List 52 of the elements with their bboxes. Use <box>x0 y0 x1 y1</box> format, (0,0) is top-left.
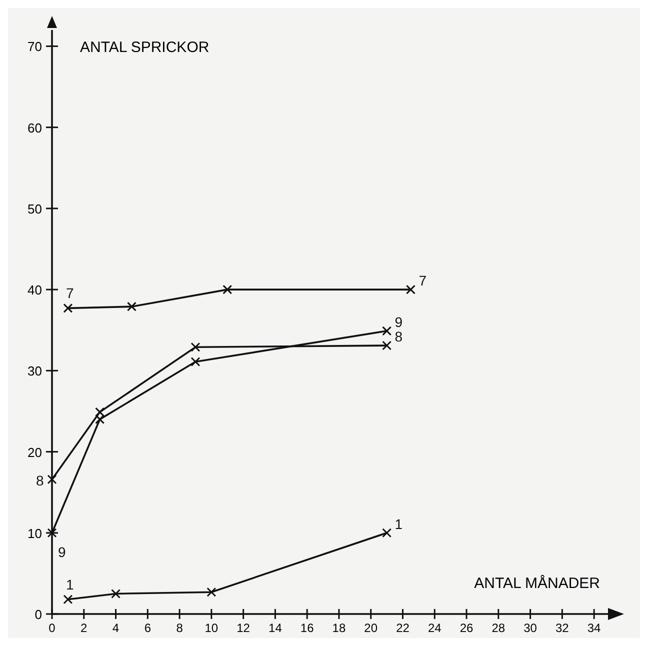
x-tick-label: 26 <box>460 621 474 635</box>
point <box>190 342 200 352</box>
point <box>95 414 105 424</box>
text: 7 <box>418 272 427 289</box>
point <box>190 356 200 366</box>
x-tick-label: 12 <box>236 621 250 635</box>
point <box>47 474 57 484</box>
x-tick-label: 16 <box>300 621 314 635</box>
x-tick-label: 0 <box>48 621 56 635</box>
x-tick-label: 32 <box>555 621 570 635</box>
point <box>406 284 416 294</box>
y-tick-label: 30 <box>28 364 42 379</box>
series-label: 9 <box>394 314 403 330</box>
x-tick-label: 14 <box>268 621 282 635</box>
point <box>47 528 57 538</box>
x-tick-label: 6 <box>144 621 152 635</box>
x-tick-label: 30 <box>524 621 538 635</box>
point <box>382 326 392 336</box>
x-tick-label: 28 <box>492 621 506 635</box>
y-tick-label: 10 <box>28 526 42 541</box>
series-label: 1 <box>66 576 74 592</box>
point <box>382 528 392 538</box>
y-tick-label: 70 <box>28 39 42 54</box>
point <box>95 407 105 417</box>
y-axis-title: ANTAL SPRICKOR <box>80 39 210 56</box>
x-tick-label: 10 <box>204 621 218 635</box>
x-axis-title: ANTAL MÅNADER <box>474 574 600 592</box>
x-tick-label: 4 <box>112 621 120 635</box>
text: 9 <box>58 544 66 560</box>
series-label: 7 <box>66 285 74 302</box>
point <box>63 594 73 604</box>
point <box>206 587 216 597</box>
x-tick-label: 34 <box>587 621 602 635</box>
x-tick-label: 20 <box>364 621 378 635</box>
y-tick-label: 40 <box>28 282 42 298</box>
y-tick-label: 60 <box>28 120 42 136</box>
text: 8 <box>36 472 44 488</box>
point <box>111 588 121 598</box>
y-tick-label: 20 <box>28 444 42 460</box>
x-tick-label: 2 <box>80 621 88 635</box>
point <box>382 340 392 350</box>
point <box>63 303 73 313</box>
y-tick-label: 0 <box>34 607 42 622</box>
x-tick-label: 18 <box>332 621 346 635</box>
x-tick-label: 22 <box>396 621 410 635</box>
y-tick-label: 50 <box>28 201 42 216</box>
x-tick-label: 24 <box>428 621 442 635</box>
x-tick-label: 8 <box>176 621 184 635</box>
point <box>126 302 136 312</box>
point <box>222 284 232 294</box>
text: 1 <box>394 516 403 532</box>
series-label: 8 <box>394 328 403 345</box>
